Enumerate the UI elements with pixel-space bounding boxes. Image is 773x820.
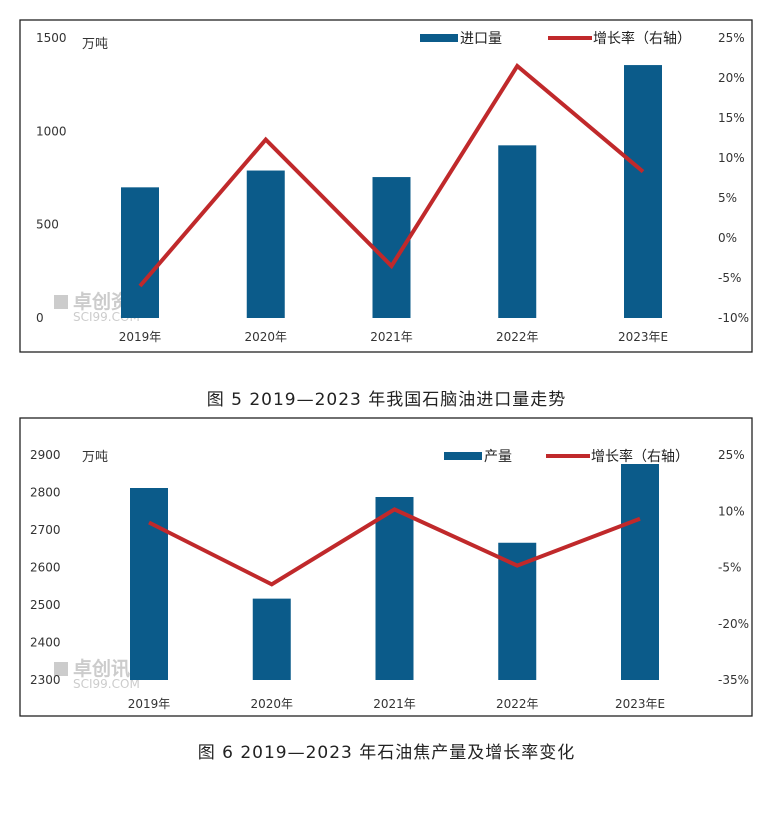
category-label: 2023年E [615,697,665,711]
left-tick-label: 2400 [30,636,61,650]
category-label: 2022年 [496,330,539,344]
left-tick-label: 2800 [30,486,61,500]
legend-line-label: 增长率（右轴） [591,448,689,465]
right-tick-label: -5% [718,561,741,575]
bar-2019年 [130,488,168,680]
category-label: 2022年 [496,697,539,711]
bar-2019年 [121,187,159,318]
left-tick-label: 2500 [30,598,61,612]
left-axis-unit: 万吨 [82,37,108,52]
legend-bar-label: 进口量 [460,31,502,47]
category-label: 2021年 [370,330,413,344]
left-tick-label: 500 [36,218,59,232]
category-label: 2021年 [373,697,416,711]
right-tick-label: 25% [718,31,745,45]
legend-line-label: 增长率（右轴） [593,30,691,47]
left-tick-label: 2300 [30,673,61,687]
bar-2023年E [624,65,662,318]
left-tick-label: 0 [36,311,44,325]
bar-2020年 [247,171,285,318]
legend-bar-swatch [444,452,482,460]
right-tick-label: 0% [718,231,737,245]
legend-bar-label: 产量 [484,449,512,465]
category-label: 2019年 [119,330,162,344]
left-tick-label: 2700 [30,523,61,537]
category-label: 2023年E [618,330,668,344]
right-tick-label: 5% [718,191,737,205]
left-tick-label: 1500 [36,31,67,45]
category-label: 2019年 [128,697,171,711]
bar-2023年E [621,464,659,680]
bar-2021年 [376,497,414,680]
right-tick-label: 10% [718,151,745,165]
right-tick-label: 25% [718,448,745,462]
category-label: 2020年 [244,330,287,344]
category-label: 2020年 [250,697,293,711]
left-tick-label: 2900 [30,448,61,462]
bar-2022年 [498,543,536,680]
right-tick-label: -10% [718,311,749,325]
right-tick-label: 10% [718,504,745,518]
right-tick-label: -35% [718,673,749,687]
bar-2020年 [253,599,291,680]
legend-bar-swatch [420,34,458,42]
left-axis-unit: 万吨 [82,450,108,465]
left-tick-label: 1000 [36,124,67,138]
right-tick-label: 15% [718,111,745,125]
right-tick-label: 20% [718,71,745,85]
watermark-site: SCI99.COM [73,677,140,691]
right-tick-label: -20% [718,617,749,631]
left-tick-label: 2600 [30,561,61,575]
bar-2022年 [498,145,536,318]
chart2-caption: 图 6 2019—2023 年石油焦产量及增长率变化 [0,738,773,763]
right-tick-label: -5% [718,271,741,285]
watermark-logo-icon [54,295,68,309]
